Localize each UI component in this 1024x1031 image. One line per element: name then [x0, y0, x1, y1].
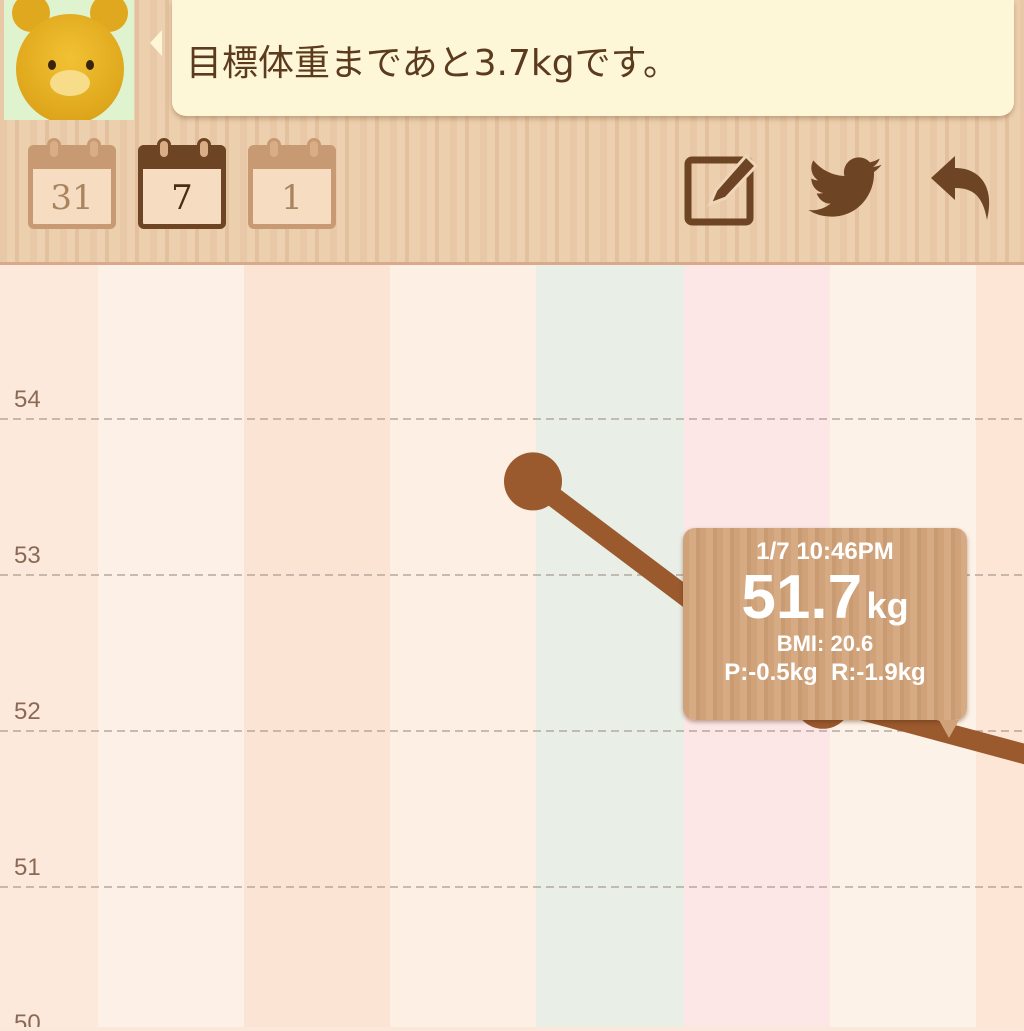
period-button-1[interactable]: 1 [248, 138, 336, 229]
back-icon[interactable] [925, 148, 1005, 228]
data-point [504, 452, 562, 511]
goal-message: 目標体重まであと3.7kgです。 [186, 43, 679, 84]
y-tick-label: 50 [14, 1010, 41, 1027]
tooltip-range: R:-1.9kg [831, 659, 926, 686]
data-tooltip: 1/7 10:46PM 51.7 kg BMI: 20.6 P:-0.5kg R… [683, 528, 967, 738]
day-band [98, 265, 244, 1027]
twitter-icon[interactable] [805, 148, 885, 228]
day-band [390, 265, 536, 1027]
message-bubble: 目標体重まであと3.7kgです。 [150, 0, 1014, 116]
edit-icon[interactable] [682, 148, 762, 228]
day-band [0, 265, 98, 1027]
y-tick-label: 54 [14, 386, 41, 413]
period-button-31[interactable]: 31 [28, 138, 116, 229]
weight-chart[interactable]: 54 53 52 51 50 1/7 10:46PM 51.7 kg BMI: 20.6… [0, 262, 1024, 1031]
calendar-icon-label: 7 [171, 178, 193, 218]
tooltip-unit: kg [866, 585, 909, 626]
day-band [244, 265, 390, 1027]
y-tick-label: 51 [14, 854, 41, 881]
y-tick-label: 53 [14, 542, 41, 569]
tooltip-datetime: 1/7 10:46PM [756, 538, 894, 565]
day-band [976, 265, 1024, 1027]
header: 目標体重まであと3.7kgです。 31 7 1 [0, 0, 1024, 262]
y-tick-label: 52 [14, 698, 41, 725]
calendar-icon-label: 1 [281, 178, 303, 218]
day-band [536, 265, 684, 1027]
tooltip-bmi: BMI: 20.6 [776, 631, 874, 656]
tooltip-weight: 51.7 [741, 563, 863, 632]
period-button-7[interactable]: 7 [138, 138, 226, 229]
bear-avatar [4, 0, 134, 120]
calendar-icon-label: 31 [50, 178, 94, 218]
tooltip-prev: P:-0.5kg [724, 659, 818, 686]
